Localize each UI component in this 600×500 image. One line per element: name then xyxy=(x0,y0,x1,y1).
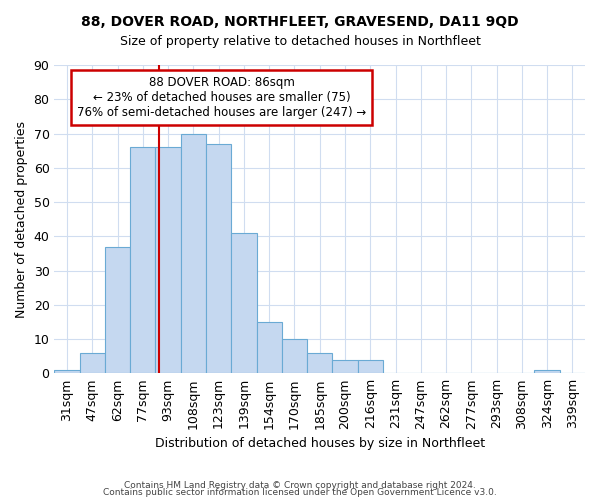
Bar xyxy=(358,360,383,374)
Bar xyxy=(130,147,155,374)
Bar xyxy=(307,353,332,374)
Bar xyxy=(231,233,257,374)
Bar xyxy=(332,360,358,374)
Bar xyxy=(257,322,282,374)
Bar xyxy=(181,134,206,374)
Bar xyxy=(206,144,231,374)
Bar xyxy=(80,353,105,374)
Bar xyxy=(282,339,307,374)
X-axis label: Distribution of detached houses by size in Northfleet: Distribution of detached houses by size … xyxy=(155,437,485,450)
Text: Size of property relative to detached houses in Northfleet: Size of property relative to detached ho… xyxy=(119,35,481,48)
Bar xyxy=(55,370,80,374)
Text: Contains public sector information licensed under the Open Government Licence v3: Contains public sector information licen… xyxy=(103,488,497,497)
Y-axis label: Number of detached properties: Number of detached properties xyxy=(15,120,28,318)
Bar xyxy=(105,246,130,374)
Bar xyxy=(535,370,560,374)
Bar xyxy=(155,147,181,374)
Text: 88, DOVER ROAD, NORTHFLEET, GRAVESEND, DA11 9QD: 88, DOVER ROAD, NORTHFLEET, GRAVESEND, D… xyxy=(81,15,519,29)
Text: Contains HM Land Registry data © Crown copyright and database right 2024.: Contains HM Land Registry data © Crown c… xyxy=(124,480,476,490)
Text: 88 DOVER ROAD: 86sqm
← 23% of detached houses are smaller (75)
76% of semi-detac: 88 DOVER ROAD: 86sqm ← 23% of detached h… xyxy=(77,76,366,119)
